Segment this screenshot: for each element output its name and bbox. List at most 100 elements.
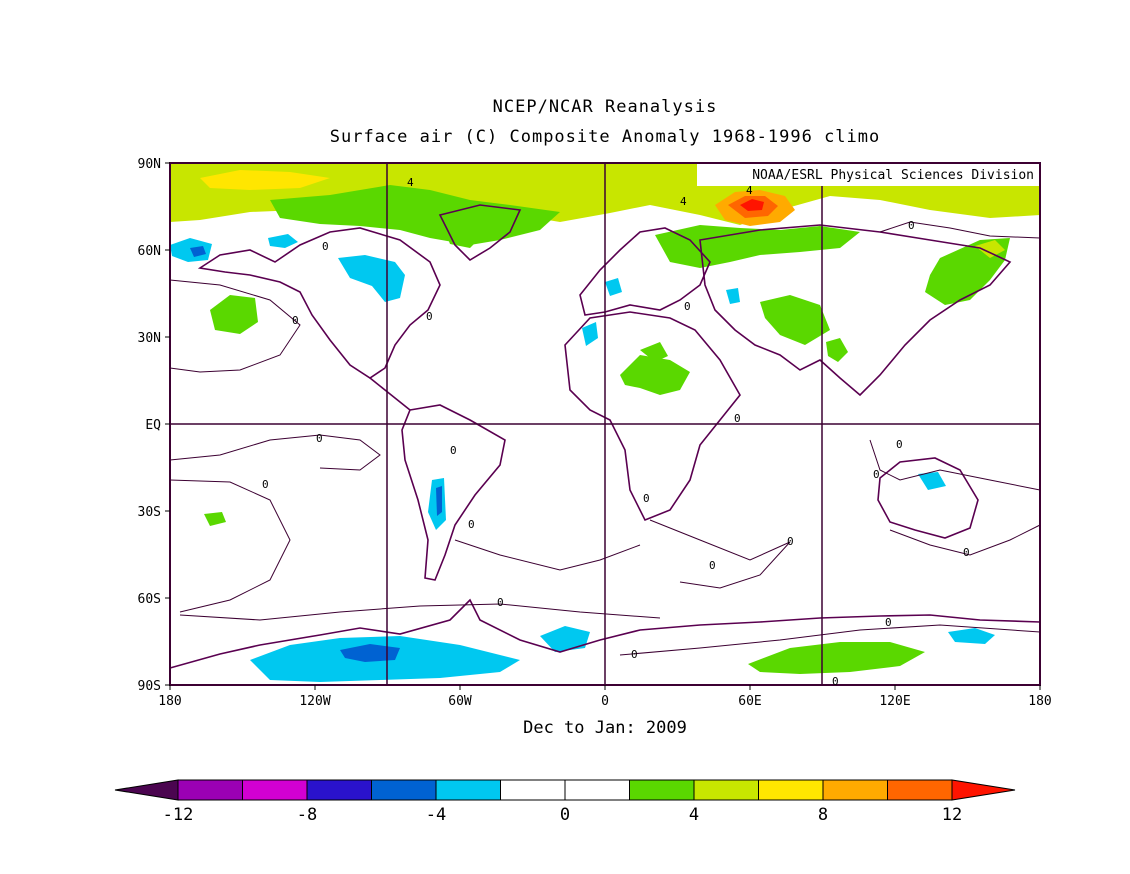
colorbar-segment bbox=[693, 779, 759, 801]
colorbar-arrow-right bbox=[951, 779, 1016, 801]
time-period-label: Dec to Jan: 2009 bbox=[523, 718, 687, 738]
attribution-box bbox=[697, 164, 1039, 186]
kamchatka-yellow bbox=[975, 240, 1005, 258]
colorbar-segment bbox=[500, 779, 566, 801]
contour-tasman bbox=[889, 524, 1041, 556]
lat-label: 30S bbox=[138, 505, 161, 520]
contour-indian-ocean bbox=[649, 519, 791, 589]
contour-labels: 0 0 0 0 0 0 0 0 0 0 0 0 0 0 0 0 0 0 0 0 … bbox=[262, 176, 970, 688]
lat-label: 90N bbox=[138, 157, 161, 172]
colorbar-segment bbox=[306, 779, 372, 801]
contour-label: 0 bbox=[787, 535, 794, 548]
contour-southern-ocean-east bbox=[619, 624, 1041, 656]
colorbar-segment bbox=[822, 779, 888, 801]
contour-label: 4 bbox=[407, 176, 414, 189]
colorbar-segment bbox=[629, 779, 695, 801]
contour-label: 4 bbox=[746, 184, 753, 197]
arctic-green-patch bbox=[270, 185, 560, 245]
colorbar-arrow-left bbox=[114, 779, 179, 801]
contour-label: 0 bbox=[709, 559, 716, 572]
westafrica-cyan bbox=[582, 322, 598, 346]
lon-label: 120W bbox=[299, 694, 330, 709]
contour-label: 0 bbox=[292, 314, 299, 327]
lat-label: 60N bbox=[138, 244, 161, 259]
map-panel: 0 0 0 0 0 0 0 0 0 0 0 0 0 0 0 0 0 0 0 0 … bbox=[169, 162, 1041, 688]
greenland-green bbox=[440, 214, 480, 248]
zero-contours bbox=[169, 221, 1041, 656]
lat-label: 90S bbox=[138, 679, 161, 694]
lon-label: 0 bbox=[601, 694, 609, 709]
east-antarctic-cyan bbox=[948, 628, 995, 644]
coastlines bbox=[169, 204, 1041, 669]
contour-label: 0 bbox=[963, 546, 970, 559]
lon-axis: 180 120W 60W 0 60E 120E 180 bbox=[158, 685, 1052, 709]
australia-coast bbox=[877, 457, 979, 539]
contour-label: 4 bbox=[680, 195, 687, 208]
contour-label: 0 bbox=[896, 438, 903, 451]
lat-label: 30N bbox=[138, 331, 161, 346]
contour-tropics bbox=[169, 434, 381, 471]
north-pacific-green bbox=[210, 295, 258, 334]
contour-label: 0 bbox=[497, 596, 504, 609]
colorbar-segment bbox=[758, 779, 824, 801]
lon-label: 180 bbox=[158, 694, 181, 709]
contour-south-pacific bbox=[169, 479, 291, 613]
lon-label: 60W bbox=[448, 694, 472, 709]
south-pacific-green bbox=[204, 512, 226, 526]
colorbar-label: -12 bbox=[163, 805, 194, 825]
africa-coast bbox=[564, 311, 741, 522]
contour-label: 0 bbox=[316, 432, 323, 445]
lon-label: 120E bbox=[879, 694, 910, 709]
antarctic-blue bbox=[340, 644, 400, 662]
colorbar-segment bbox=[177, 779, 243, 801]
contour-label: 0 bbox=[322, 240, 329, 253]
canada-cyan bbox=[338, 255, 405, 302]
chart-title: NCEP/NCAR Reanalysis bbox=[492, 97, 718, 117]
east-antarctic-green bbox=[748, 642, 925, 674]
asia-coast bbox=[699, 224, 1012, 397]
colorbar-segment bbox=[242, 779, 308, 801]
lat-axis: 90N 60N 30N EQ 30S 60S 90S bbox=[138, 157, 170, 694]
colorbar-labels: -12 -8 -4 0 4 8 12 bbox=[163, 805, 963, 825]
lat-label: 60S bbox=[138, 592, 161, 607]
india-green bbox=[826, 338, 848, 362]
contour-south-atlantic bbox=[454, 539, 641, 571]
europe-coast bbox=[579, 227, 711, 316]
arctic-yellow-patch bbox=[200, 170, 330, 190]
contour-north-pacific bbox=[169, 279, 301, 373]
contour-label: 0 bbox=[643, 492, 650, 505]
colorbar-label: -4 bbox=[426, 805, 446, 825]
contour-label: 0 bbox=[450, 444, 457, 457]
contour-label: 0 bbox=[832, 675, 839, 688]
caspian-cyan bbox=[726, 288, 740, 304]
colorbar-label: -8 bbox=[297, 805, 317, 825]
greenland-coast bbox=[438, 204, 522, 262]
south-america-coast bbox=[401, 404, 506, 581]
contour-label: 0 bbox=[262, 478, 269, 491]
andes-blue bbox=[436, 486, 442, 516]
central-asia-green bbox=[760, 295, 830, 345]
colorbar-segment bbox=[371, 779, 437, 801]
contour-southern-ocean bbox=[179, 603, 661, 621]
lon-label: 60E bbox=[738, 694, 761, 709]
kara-sea-red bbox=[740, 199, 764, 211]
colorbar-label: 4 bbox=[689, 805, 699, 825]
contour-arctic bbox=[879, 221, 1041, 239]
chart-subtitle: Surface air (C) Composite Anomaly 1968-1… bbox=[329, 127, 881, 147]
contour-label: 0 bbox=[426, 310, 433, 323]
contour-label: 0 bbox=[468, 518, 475, 531]
antarctica-coast bbox=[169, 598, 1041, 669]
colorbar-segment bbox=[435, 779, 501, 801]
north-america-coast bbox=[197, 227, 441, 379]
grid-lines bbox=[170, 163, 1040, 685]
colorbar bbox=[114, 779, 1016, 801]
weddell-cyan bbox=[540, 626, 590, 652]
colorbar-label: 12 bbox=[942, 805, 962, 825]
colorbar-segment bbox=[564, 779, 630, 801]
contour-east-pacific bbox=[869, 439, 1041, 491]
contour-label: 0 bbox=[631, 648, 638, 661]
attribution-text: NOAA/ESRL Physical Sciences Division bbox=[752, 168, 1034, 183]
central-america-coast bbox=[369, 377, 411, 411]
contour-label: 0 bbox=[908, 219, 915, 232]
